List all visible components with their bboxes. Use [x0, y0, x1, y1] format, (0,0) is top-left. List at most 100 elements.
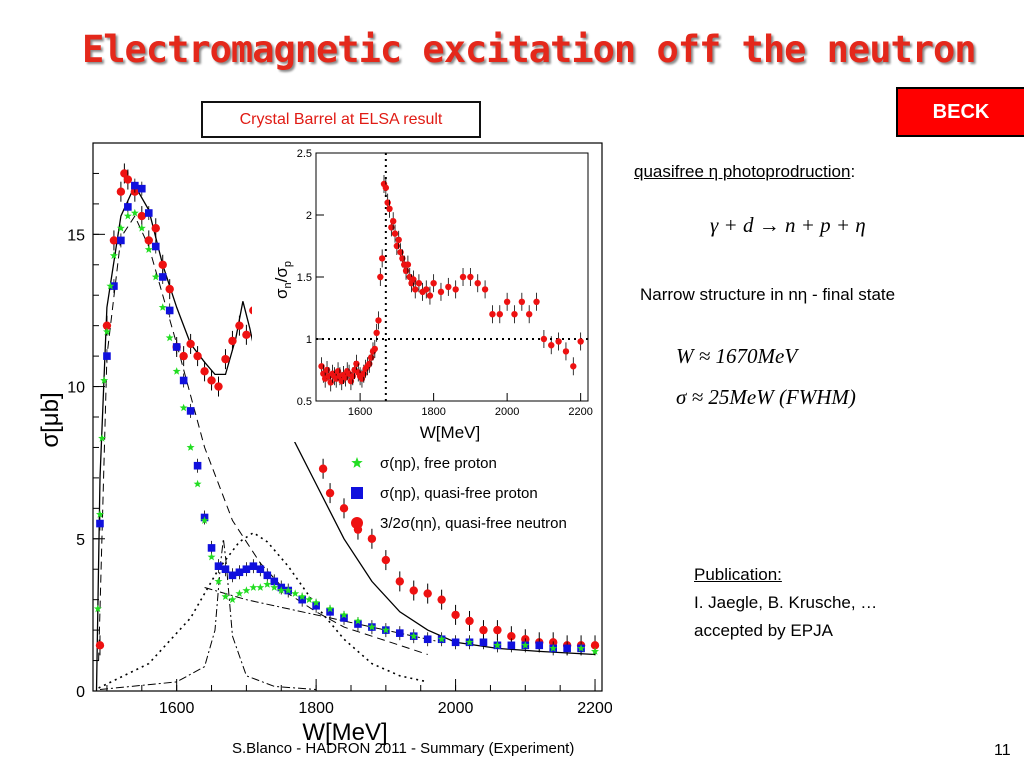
ratio-data-point [384, 199, 390, 205]
neutron-data-point [493, 626, 501, 634]
neutron-data-point [179, 352, 187, 360]
quasi-proton-data-point [396, 629, 404, 637]
quasi-proton-data-point [243, 565, 251, 573]
ratio-data-point [511, 311, 517, 317]
ratio-data-point [397, 249, 403, 255]
neutron-data-point [242, 331, 250, 339]
ratio-data-point [328, 379, 334, 385]
sigma-value-equation: σ ≈ 25MeW (FWHM) [676, 385, 856, 410]
ratio-data-point [427, 292, 433, 298]
inset-x-axis-label: W[MeV] [420, 423, 480, 442]
ratio-data-point [390, 218, 396, 224]
crystal-barrel-label-box: Crystal Barrel at ELSA result [201, 101, 481, 138]
quasi-proton-data-point [257, 565, 265, 573]
ratio-data-point [375, 317, 381, 323]
neutron-data-point [410, 586, 418, 594]
slide-footer: S.Blanco - HADRON 2011 - Summary (Experi… [232, 740, 574, 757]
quasifree-line: quasifree η photoprodruction: [634, 162, 855, 182]
ratio-data-point [388, 224, 394, 230]
quasi-proton-data-point [152, 243, 160, 251]
ratio-data-point [394, 243, 400, 249]
quasi-proton-data-point [187, 407, 195, 415]
ratio-data-point [377, 274, 383, 280]
quasi-proton-data-point [103, 352, 111, 360]
neutron-data-point [145, 236, 153, 244]
quasi-proton-data-point [508, 642, 516, 650]
neutron-data-point [207, 376, 215, 384]
quasi-proton-data-point [215, 562, 223, 570]
ratio-data-point [410, 276, 416, 282]
ratio-data-point [396, 237, 402, 243]
quasi-proton-data-point [250, 562, 258, 570]
main-y-axis-label: σ[μb] [37, 392, 64, 447]
neutron-data-point [319, 465, 327, 473]
crystal-barrel-label: Crystal Barrel at ELSA result [240, 111, 443, 129]
ratio-data-point [452, 286, 458, 292]
neutron-data-point [110, 236, 118, 244]
inset-y-tick-label: 2 [306, 210, 312, 222]
neutron-data-point [200, 367, 208, 375]
neutron-data-point [159, 261, 167, 269]
quasi-proton-data-point [452, 638, 460, 646]
neutron-data-point [138, 212, 146, 220]
quasi-proton-data-point [131, 182, 139, 190]
neutron-data-point [228, 337, 236, 345]
inset-ratio-plot: 1600 1800 2000 2200 0.5 1 1.5 2 2.5 σn/σp W[MeV] [252, 145, 600, 442]
x-tick-label: 1600 [159, 700, 195, 717]
inset-y-tick-label: 0.5 [297, 396, 312, 408]
neutron-data-point [382, 556, 390, 564]
inset-x-tick-label: 2000 [495, 406, 519, 418]
ratio-data-point [318, 363, 324, 369]
y-tick-label: 0 [76, 684, 85, 701]
inset-y-tick-label: 1 [306, 334, 312, 346]
legend-label: 3/2σ(ηn), quasi-free neutron [380, 515, 567, 532]
ratio-data-point [412, 286, 418, 292]
quasi-proton-data-point [173, 343, 181, 351]
ratio-data-point [392, 230, 398, 236]
ratio-data-point [386, 206, 392, 212]
ratio-data-point [497, 311, 503, 317]
quasi-proton-data-point [222, 565, 230, 573]
x-tick-label: 1800 [298, 700, 334, 717]
quasi-proton-data-point [138, 185, 146, 193]
ratio-data-point [541, 336, 547, 342]
neutron-data-point [117, 188, 125, 196]
neutron-data-point [235, 321, 243, 329]
neutron-data-point [165, 285, 173, 293]
neutron-data-point [326, 489, 334, 497]
ratio-data-point [430, 280, 436, 286]
ratio-data-point [324, 367, 330, 373]
cross-section-chart: 1600 1800 2000 2200 0 5 10 15 σ[μb] W[MeV] σ(ηp… [0, 140, 612, 748]
neutron-data-point [152, 224, 160, 232]
ratio-data-point [373, 330, 379, 336]
quasi-proton-data-point [96, 520, 104, 528]
ratio-data-point [445, 284, 451, 290]
y-tick-label: 10 [67, 380, 85, 397]
neutron-data-point [368, 535, 376, 543]
ratio-data-point [423, 286, 429, 292]
narrow-structure-text: Narrow structure in nη - final state [640, 285, 895, 305]
y-tick-label: 15 [67, 227, 85, 244]
quasi-proton-data-point [424, 635, 432, 643]
ratio-data-point [548, 342, 554, 348]
ratio-data-point [467, 274, 473, 280]
quasi-proton-data-point [480, 638, 488, 646]
legend-label: σ(ηp), quasi-free proton [380, 485, 538, 502]
ratio-data-point [489, 311, 495, 317]
publication-heading: Publication: [694, 565, 782, 585]
quasifree-colon: : [850, 162, 855, 181]
quasi-proton-data-point [117, 237, 125, 245]
ratio-data-point [383, 185, 389, 191]
quasi-proton-data-point [208, 544, 216, 552]
inset-x-tick-label: 1800 [421, 406, 445, 418]
ratio-data-point [475, 280, 481, 286]
ratio-data-point [570, 363, 576, 369]
ratio-data-point [405, 261, 411, 267]
neutron-data-point [396, 577, 404, 585]
y-tick-label: 5 [76, 532, 85, 549]
ratio-data-point [482, 286, 488, 292]
neutron-data-point [193, 352, 201, 360]
publication-authors: I. Jaegle, B. Krusche, … [694, 593, 877, 613]
quasi-proton-data-point [535, 642, 543, 650]
x-tick-label: 2200 [577, 700, 612, 717]
